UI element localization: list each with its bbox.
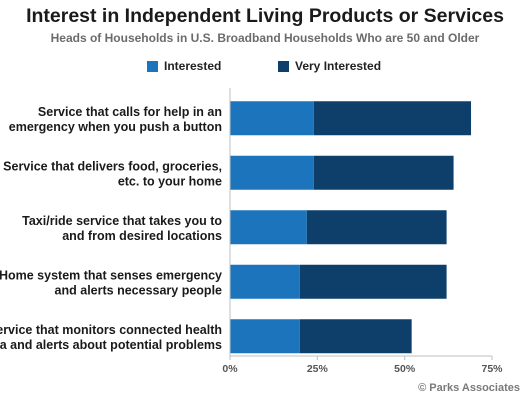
bar-interested-2 [230, 210, 307, 245]
category-label-line: emergency when you push a button [9, 120, 222, 134]
bar-very-interested-4 [299, 319, 412, 354]
legend-swatch-very-interested [278, 61, 289, 72]
bar-very-interested-1 [313, 155, 454, 190]
category-label-line: and alerts necessary people [55, 283, 222, 297]
category-label-3: Home system that senses emergency and ale… [0, 268, 222, 297]
bar-interested-3 [230, 264, 300, 299]
bar-interested-4 [230, 319, 300, 354]
source-credit: © Parks Associates [418, 382, 520, 394]
x-tick-label-1: 25% [307, 363, 329, 375]
chart-subtitle: Heads of Households in U.S. Broadband Ho… [50, 31, 480, 45]
bar-interested-0 [230, 101, 314, 136]
category-label-line: Service that calls for help in an [38, 105, 222, 119]
legend-label-interested: Interested [164, 59, 222, 73]
category-label-0: Service that calls for help in an emergen… [9, 105, 222, 134]
bar-very-interested-0 [313, 101, 472, 136]
legend-swatch-interested [147, 61, 158, 72]
category-label-2: Taxi/ride service that takes you to and f… [22, 214, 222, 243]
category-label-line: data and alerts about potential problems [0, 338, 222, 352]
category-label-line: Service that monitors connected health [0, 323, 222, 337]
bar-very-interested-3 [299, 264, 447, 299]
x-tick-label-2: 50% [394, 363, 416, 375]
category-label-1: Service that delivers food, groceries, et… [3, 159, 222, 188]
category-label-line: Taxi/ride service that takes you to [22, 214, 222, 228]
x-tick-label-0: 0% [222, 363, 238, 375]
category-label-line: and from desired locations [62, 229, 222, 243]
category-label-line: Home system that senses emergency [0, 268, 222, 282]
bar-very-interested-2 [306, 210, 447, 245]
category-label-4: Service that monitors connected health da… [0, 323, 222, 352]
category-label-line: Service that delivers food, groceries, [3, 159, 222, 173]
legend-label-very-interested: Very Interested [295, 59, 382, 73]
category-label-line: etc. to your home [118, 174, 222, 188]
chart-title: Interest in Independent Living Products … [26, 5, 504, 27]
bar-interested-1 [230, 155, 314, 190]
x-tick-label-3: 75% [481, 363, 503, 375]
